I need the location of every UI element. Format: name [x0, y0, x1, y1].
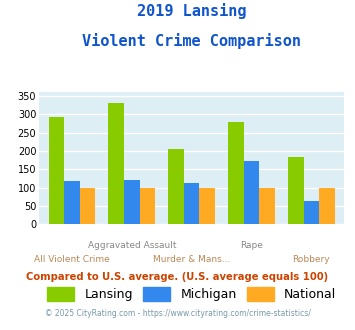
Bar: [319, 188, 335, 224]
Text: Violent Crime Comparison: Violent Crime Comparison: [82, 33, 301, 49]
Bar: [64, 181, 80, 224]
Bar: [260, 188, 275, 224]
Bar: [228, 122, 244, 224]
Text: All Violent Crime: All Violent Crime: [34, 255, 110, 264]
Bar: [124, 180, 140, 224]
Text: 2019 Lansing: 2019 Lansing: [137, 3, 246, 19]
Bar: [109, 103, 124, 224]
Bar: [288, 157, 304, 224]
Bar: [80, 188, 95, 224]
Text: Murder & Mans...: Murder & Mans...: [153, 255, 230, 264]
Bar: [304, 201, 319, 224]
Bar: [244, 161, 260, 224]
Bar: [140, 188, 155, 224]
Text: © 2025 CityRating.com - https://www.cityrating.com/crime-statistics/: © 2025 CityRating.com - https://www.city…: [45, 309, 310, 317]
Text: Aggravated Assault: Aggravated Assault: [88, 241, 176, 250]
Bar: [168, 149, 184, 224]
Bar: [200, 188, 215, 224]
Text: Robbery: Robbery: [293, 255, 330, 264]
Bar: [184, 183, 200, 224]
Text: Compared to U.S. average. (U.S. average equals 100): Compared to U.S. average. (U.S. average …: [26, 272, 329, 282]
Text: Rape: Rape: [240, 241, 263, 250]
Bar: [49, 117, 64, 224]
Legend: Lansing, Michigan, National: Lansing, Michigan, National: [41, 281, 343, 307]
